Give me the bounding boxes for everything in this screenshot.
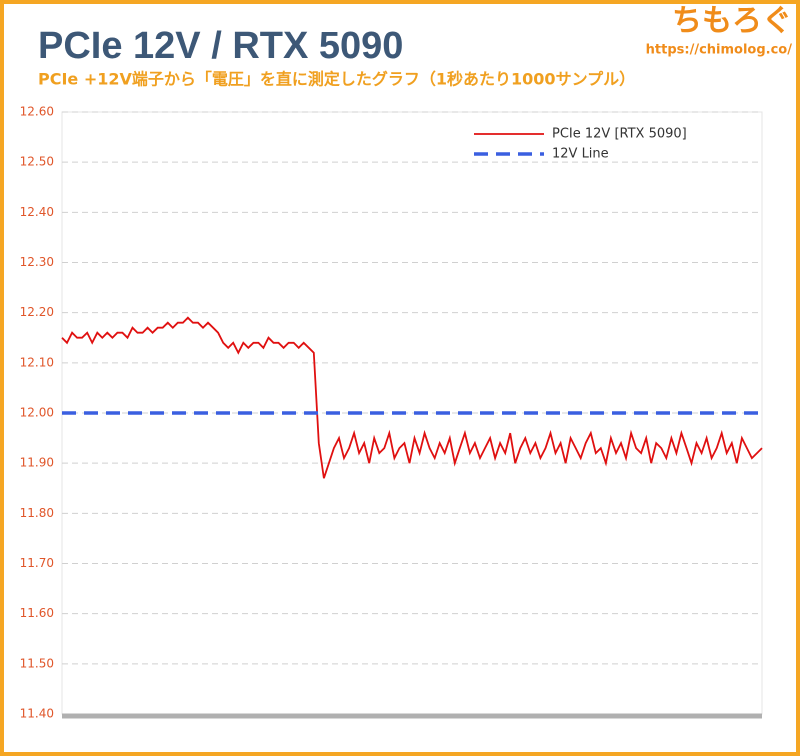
y-tick-label: 12.40 (20, 205, 54, 219)
y-tick-label: 11.80 (20, 506, 54, 520)
y-tick-label: 11.50 (20, 656, 54, 670)
data-line (61, 316, 763, 479)
y-tick-label: 11.40 (20, 707, 54, 721)
y-tick-label: 11.60 (20, 606, 54, 620)
y-tick-label: 12.00 (20, 406, 54, 420)
legend-label: PCIe 12V [RTX 5090] (552, 127, 687, 142)
y-tick-label: 12.30 (20, 255, 54, 269)
url: https://chimolog.co/ (646, 43, 793, 58)
y-tick-label: 12.60 (20, 105, 54, 119)
chart: PCIe 12V / RTX 5090 PCIe +12V端子から「電圧」を直に… (20, 4, 793, 721)
logo: ちもろぐ (672, 4, 792, 39)
legend-label: 12V Line (552, 147, 609, 162)
y-tick-label: 11.70 (20, 556, 54, 570)
y-tick-label: 12.20 (20, 305, 54, 319)
y-tick-label: 12.10 (20, 355, 54, 369)
chart-title: PCIe 12V / RTX 5090 (38, 25, 403, 67)
chart-subtitle: PCIe +12V端子から「電圧」を直に測定したグラフ（1秒あたり1000サンプ… (38, 70, 635, 89)
y-tick-label: 12.50 (20, 155, 54, 169)
y-tick-label: 11.90 (20, 456, 54, 470)
